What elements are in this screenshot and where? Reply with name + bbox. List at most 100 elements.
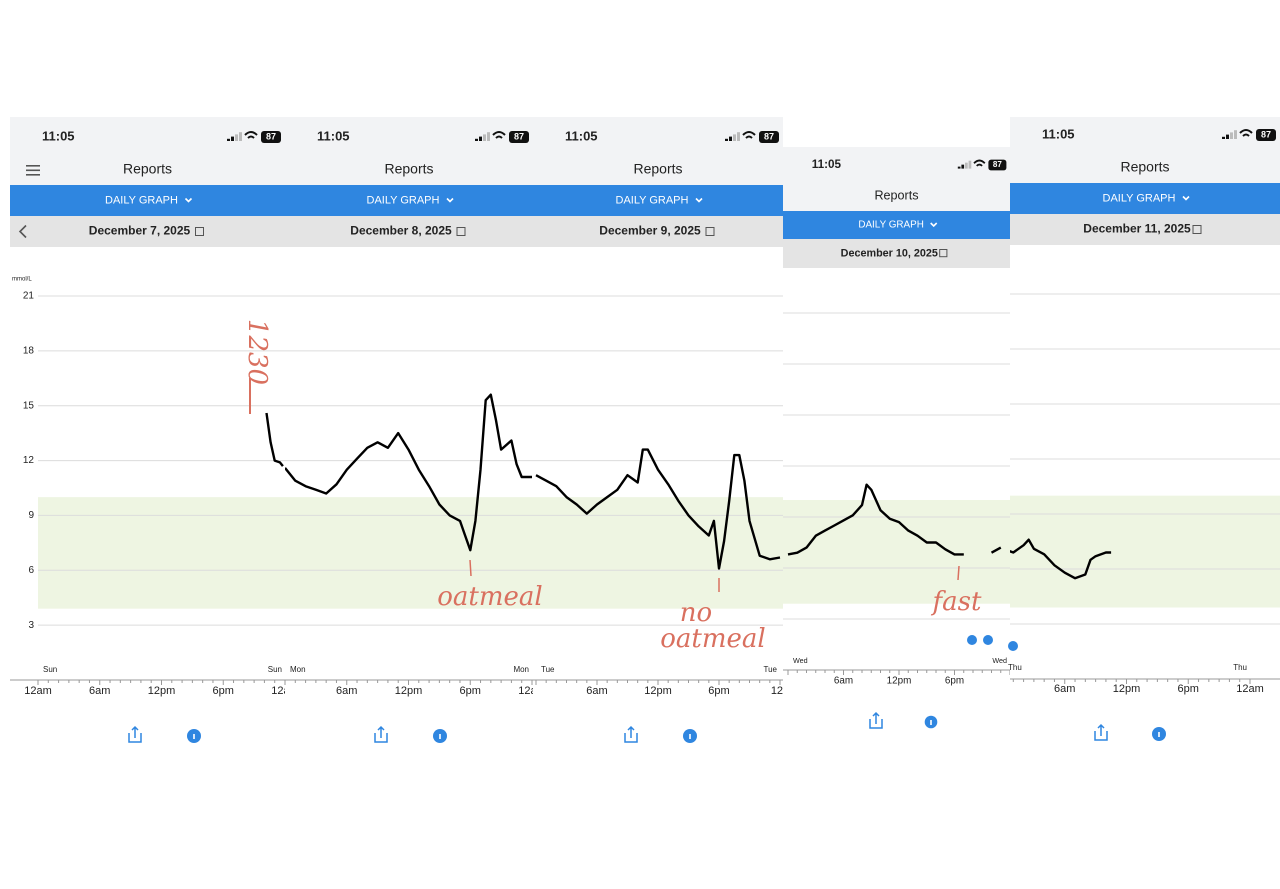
date-bar [533,216,783,247]
day-label: Wed [793,656,808,665]
date-bar [285,216,533,247]
calendar-icon [939,249,948,258]
day-label: Sun [43,665,57,674]
share-button[interactable] [869,711,883,729]
target-range [1010,495,1280,608]
share-button[interactable] [128,725,142,743]
info-glyph [439,734,441,739]
header-background [10,117,285,185]
calendar-icon [1192,225,1202,234]
chevron [695,197,703,203]
x-tick-label: 6am [834,676,853,687]
signal-bar [475,138,478,141]
x-tick-label: 6pm [460,685,481,697]
x-tick-label: 12pm [887,676,912,687]
info-glyph [1158,732,1160,737]
x-tick-label: 6pm [1178,683,1199,695]
tab-label: DAILY GRAPH [1103,192,1176,204]
header-background [1010,117,1280,183]
date-bar [10,216,285,247]
status-time: 11:05 [812,158,842,171]
glucose-trace [285,393,532,552]
y-tick-label: 21 [23,291,35,302]
signal-bar [968,160,972,169]
date-label: December 9, 2025 [599,224,701,238]
x-tick-label: 6pm [945,676,964,687]
signal-bar [479,136,482,141]
menu-icon [26,174,40,176]
battery-level: 87 [1261,129,1271,139]
signal-bar [1222,136,1225,139]
chevron [184,197,193,203]
signal-bar [239,132,242,141]
signal-bar [961,164,965,169]
signal-bar [231,136,234,141]
battery-level: 87 [764,131,774,141]
header-background [285,117,533,185]
day-label: Tue [764,665,778,674]
battery [1256,129,1276,141]
battery-level: 87 [993,160,1003,169]
chart [783,312,1010,675]
glucose-trace [265,412,284,467]
calendar-icon [456,227,466,236]
share-button[interactable] [374,725,388,743]
signal-bar [1234,130,1237,139]
day-label: Tue [541,665,555,674]
tab-label: DAILY GRAPH [616,194,689,206]
signal-bar [965,162,968,169]
signal-bar [483,134,486,141]
header-title: Reports [384,161,433,177]
chevron [446,197,454,203]
y-tick-label: 15 [23,400,35,411]
header-title: Reports [874,188,918,202]
x-tick-label: 6am [586,685,607,697]
status-time: 11:05 [1042,126,1075,141]
phone-panel: 11:05 87 Reports DAILY GRAPH December 10, 20… [783,147,1010,760]
battery [261,131,281,143]
chart [1010,293,1280,684]
wifi-icon [973,159,986,167]
chart [285,295,533,685]
handwritten-note: 1230 [242,319,272,385]
date-label: December 7, 2025 [89,224,191,238]
event-icon [983,635,993,645]
date-label: December 11, 2025 [1083,222,1191,236]
glucose-trace [535,448,781,570]
tab-bar [533,185,783,216]
signal-bar [235,134,238,141]
handwritten-note: fast [931,587,982,617]
signal-bar [957,166,961,169]
share-button[interactable] [1094,723,1108,741]
x-tick-label: 6pm [213,685,234,697]
share-button[interactable] [624,725,638,743]
tab-label: DAILY GRAPH [858,220,924,231]
day-label: Mon [513,665,529,674]
day-label: Mon [290,665,306,674]
target-range [38,497,285,609]
signal-bar [725,138,728,141]
glucose-trace [1010,538,1112,580]
phone-panel: 11:05 87 Reports DAILY GRAPH December 8, 202… [285,117,546,760]
chart [533,295,783,685]
signal-bar [1230,132,1233,139]
day-label: Thu [1008,663,1022,672]
x-tick-label: 6pm [708,685,729,697]
status-time: 11:05 [317,128,350,143]
date-label: December 10, 2025 [841,247,938,259]
panels: 11:05 87 Reports DAILY GRAPH December 7, 202… [10,117,1280,760]
battery-level: 87 [266,131,276,141]
x-tick-label: 12am [1236,683,1264,695]
tab-bar [10,185,285,216]
battery [988,159,1007,171]
info-glyph [193,734,195,739]
y-tick-label: 9 [28,510,34,521]
signal-bar [1226,134,1229,139]
menu-icon [26,169,40,172]
wifi-icon [1239,129,1253,137]
tab-bar [285,185,533,216]
calendar-icon [195,227,204,236]
handwritten-note: oatmeal [660,624,765,654]
x-tick-label: 12pm [1113,683,1141,695]
